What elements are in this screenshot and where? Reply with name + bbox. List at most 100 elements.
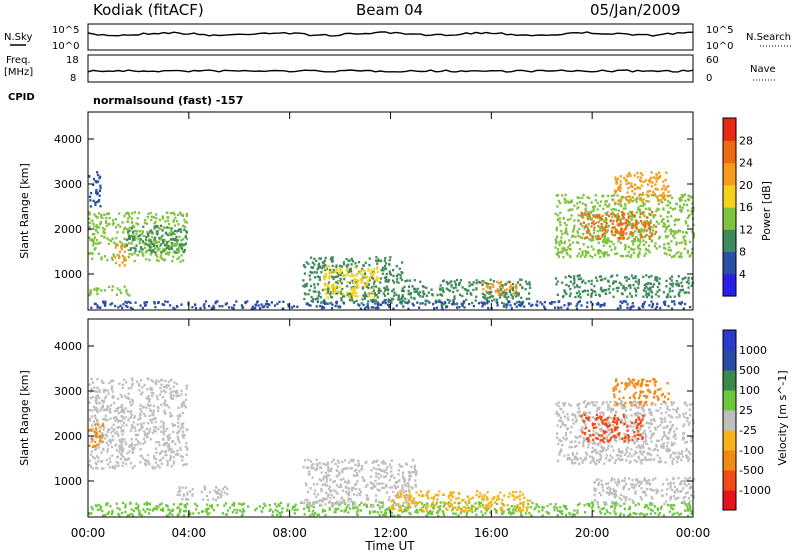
heatmap-cell — [205, 511, 208, 514]
heatmap-cell — [654, 242, 657, 245]
heatmap-cell — [457, 496, 460, 500]
heatmap-cell — [410, 495, 413, 498]
heatmap-cell — [655, 293, 658, 296]
heatmap-cell — [92, 199, 95, 203]
heatmap-cell — [372, 510, 375, 514]
heatmap-cell — [582, 233, 585, 236]
heatmap-cell — [364, 261, 367, 265]
heatmap-cell — [605, 454, 608, 457]
heatmap-cell — [529, 286, 532, 289]
heatmap-cell — [608, 245, 611, 248]
heatmap-cell — [128, 450, 131, 453]
heatmap-cell — [343, 480, 347, 483]
heatmap-cell — [100, 459, 104, 463]
heatmap-cell — [668, 510, 671, 513]
heatmap-cell — [254, 306, 257, 310]
heatmap-cell — [659, 198, 662, 202]
heatmap-cell — [389, 256, 392, 259]
heatmap-cell — [383, 286, 386, 289]
heatmap-cell — [597, 216, 600, 219]
heatmap-cell — [320, 479, 323, 482]
heatmap-cell — [581, 196, 584, 200]
heatmap-cell — [594, 194, 597, 197]
heatmap-cell — [652, 176, 655, 179]
heatmap-cell — [514, 290, 517, 293]
heatmap-cell — [626, 191, 629, 194]
heatmap-cell — [371, 461, 374, 464]
heatmap-cell — [381, 482, 384, 485]
heatmap-cell — [611, 215, 614, 218]
heatmap-cell — [606, 229, 609, 232]
heatmap-cell — [400, 278, 403, 282]
heatmap-cell — [649, 213, 652, 217]
heatmap-cell — [625, 287, 628, 290]
heatmap-cell — [171, 422, 174, 426]
heatmap-cell — [558, 243, 561, 247]
heatmap-cell — [154, 466, 157, 469]
heatmap-cell — [116, 506, 119, 510]
heatmap-cell — [203, 306, 206, 309]
heatmap-cell — [238, 502, 241, 505]
heatmap-cell — [120, 420, 123, 423]
heatmap-cell — [567, 201, 570, 204]
heatmap-cell — [155, 230, 159, 233]
heatmap-cell — [138, 250, 141, 253]
heatmap-cell — [653, 419, 656, 423]
heatmap-cell — [382, 269, 385, 272]
heatmap-cell — [383, 486, 386, 489]
heatmap-cell — [439, 288, 442, 292]
heatmap-cell — [337, 275, 340, 278]
heatmap-cell — [365, 294, 368, 297]
heatmap-cell — [291, 507, 294, 511]
heatmap-cell — [574, 440, 577, 443]
heatmap-cell — [372, 460, 375, 463]
heatmap-cell — [651, 305, 654, 309]
heatmap-cell — [508, 510, 511, 514]
heatmap-cell — [101, 510, 104, 513]
heatmap-cell — [632, 276, 635, 280]
heatmap-cell — [671, 403, 674, 406]
heatmap-cell — [179, 508, 182, 511]
heatmap-cell — [586, 503, 589, 506]
heatmap-cell — [137, 223, 140, 226]
heatmap-cell — [148, 503, 152, 506]
heatmap-cell — [520, 502, 523, 505]
heatmap-cell — [391, 474, 394, 477]
heatmap-cell — [120, 443, 123, 446]
heatmap-cell — [687, 514, 690, 517]
heatmap-cell — [106, 434, 109, 437]
heatmap-cell — [166, 464, 169, 467]
heatmap-cell — [468, 284, 471, 288]
heatmap-cell — [118, 250, 122, 254]
heatmap-cell — [446, 298, 449, 301]
heatmap-cell — [348, 259, 351, 262]
heatmap-cell — [566, 253, 569, 256]
heatmap-cell — [129, 247, 133, 250]
heatmap-cell — [395, 274, 398, 277]
heatmap-cell — [124, 245, 127, 248]
heatmap-cell — [153, 216, 156, 219]
heatmap-cell — [140, 246, 143, 249]
heatmap-cell — [401, 471, 405, 474]
colorbar-swatch — [723, 251, 736, 275]
heatmap-cell — [161, 215, 164, 218]
heatmap-cell — [671, 208, 674, 211]
heatmap-cell — [640, 435, 643, 438]
heatmap-cell — [568, 446, 571, 449]
heatmap-cell — [99, 436, 102, 439]
heatmap-cell — [577, 295, 580, 298]
heatmap-cell — [101, 381, 104, 384]
heatmap-cell — [665, 411, 668, 414]
heatmap-cell — [504, 282, 507, 286]
heatmap-cell — [650, 193, 654, 197]
noise-search-label: N.Search — [746, 32, 791, 43]
heatmap-cell — [675, 243, 678, 246]
heatmap-cell — [130, 508, 133, 511]
heatmap-cell — [355, 291, 358, 294]
heatmap-cell — [158, 218, 161, 222]
heatmap-cell — [322, 300, 325, 303]
heatmap-cell — [413, 296, 416, 300]
heatmap-cell — [608, 203, 611, 206]
heatmap-cell — [344, 459, 347, 462]
heatmap-cell — [166, 226, 169, 229]
